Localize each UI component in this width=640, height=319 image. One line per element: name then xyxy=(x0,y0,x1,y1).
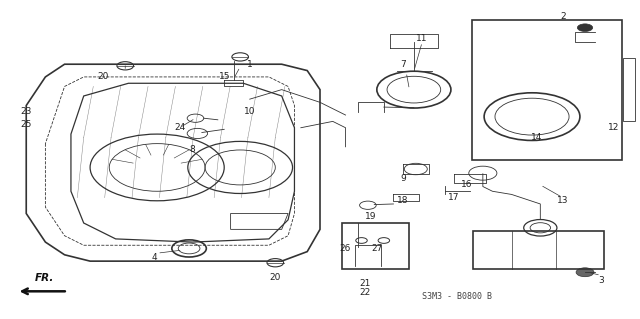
Text: 11: 11 xyxy=(417,34,428,43)
Text: 23: 23 xyxy=(20,108,32,116)
Text: 18: 18 xyxy=(397,196,409,205)
Bar xyxy=(342,223,410,269)
Text: 20: 20 xyxy=(269,272,281,281)
Text: 7: 7 xyxy=(400,60,406,69)
Text: 14: 14 xyxy=(531,133,543,142)
Text: 8: 8 xyxy=(189,145,195,154)
Circle shape xyxy=(577,24,593,32)
Text: 1: 1 xyxy=(247,60,253,69)
Text: 3: 3 xyxy=(598,276,604,285)
Text: 22: 22 xyxy=(359,288,371,297)
Text: 9: 9 xyxy=(400,174,406,183)
Text: 17: 17 xyxy=(449,193,460,202)
Text: 4: 4 xyxy=(151,254,157,263)
Text: 25: 25 xyxy=(20,120,32,129)
Text: 10: 10 xyxy=(244,108,255,116)
Bar xyxy=(623,58,635,122)
Text: 21: 21 xyxy=(359,279,371,288)
Circle shape xyxy=(576,268,594,277)
Text: 26: 26 xyxy=(340,244,351,253)
Text: 13: 13 xyxy=(557,196,568,205)
Text: 19: 19 xyxy=(365,212,377,221)
Text: 27: 27 xyxy=(372,244,383,253)
Text: 24: 24 xyxy=(174,123,185,132)
Bar xyxy=(473,231,604,269)
Text: FR.: FR. xyxy=(35,273,54,283)
Bar xyxy=(472,20,622,160)
Text: 15: 15 xyxy=(218,72,230,81)
Text: 12: 12 xyxy=(608,123,620,132)
Text: 2: 2 xyxy=(560,12,566,21)
Text: S3M3 - B0800 B: S3M3 - B0800 B xyxy=(422,292,492,301)
Text: 16: 16 xyxy=(461,181,472,189)
Text: 20: 20 xyxy=(97,72,109,81)
